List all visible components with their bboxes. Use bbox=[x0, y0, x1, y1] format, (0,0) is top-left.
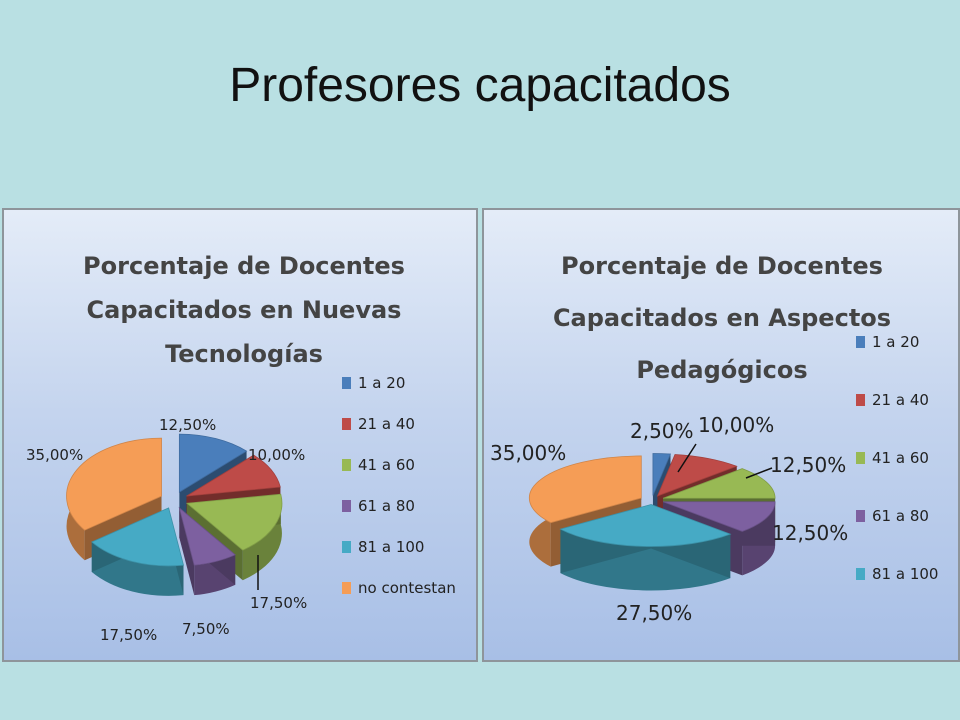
legend-label: 41 a 60 bbox=[872, 449, 929, 467]
pie-group bbox=[528, 453, 776, 591]
pie-slice-2 bbox=[662, 468, 776, 499]
pie-slice-1 bbox=[656, 454, 738, 497]
legend-swatch bbox=[856, 452, 865, 464]
legend-label: 21 a 40 bbox=[872, 391, 929, 409]
legend-swatch bbox=[856, 394, 865, 406]
leader-line bbox=[745, 467, 773, 479]
pie-slice-0 bbox=[652, 453, 672, 496]
pie-slice-3 bbox=[662, 501, 776, 532]
pie-data-label: 7,50% bbox=[182, 620, 230, 638]
chart-title-line: Tecnologías bbox=[165, 340, 323, 368]
pie-slice-4 bbox=[559, 504, 732, 547]
legend-label: 21 a 40 bbox=[358, 415, 415, 433]
pie-slice-wall bbox=[242, 494, 282, 581]
legend-swatch bbox=[342, 541, 351, 553]
pie-data-label: 10,00% bbox=[248, 446, 305, 464]
legend-label: 61 a 80 bbox=[872, 507, 929, 525]
pie-slice-5 bbox=[66, 437, 162, 531]
legend-swatch bbox=[856, 510, 865, 522]
legend-swatch bbox=[342, 418, 351, 430]
chart-panel-aspectos-pedagogicos: Porcentaje de Docentes Capacitados en Asp… bbox=[482, 208, 960, 662]
pie-chart-aspectos-pedagogicos: Porcentaje de Docentes Capacitados en Asp… bbox=[490, 252, 938, 625]
chart-title-line: Porcentaje de Docentes bbox=[561, 252, 883, 280]
legend-swatch bbox=[856, 336, 865, 348]
pie-data-label: 2,50% bbox=[630, 419, 694, 443]
pie-slice-1 bbox=[186, 454, 281, 497]
legend-label: 1 a 20 bbox=[358, 374, 405, 392]
pie-slice-2 bbox=[185, 493, 283, 551]
legend-label: no contestan bbox=[358, 579, 456, 597]
chart-title-line: Pedagógicos bbox=[636, 356, 807, 384]
pie-data-label: 12,50% bbox=[159, 416, 216, 434]
pie-data-label: 10,00% bbox=[698, 413, 774, 437]
pie-slice-3 bbox=[178, 506, 236, 566]
pie-data-label: 35,00% bbox=[26, 446, 83, 464]
pie-slice-wall bbox=[91, 541, 184, 596]
pie-slice-5 bbox=[528, 455, 642, 524]
legend-swatch bbox=[342, 377, 351, 389]
legend-swatch bbox=[342, 459, 351, 471]
pie-data-label: 27,50% bbox=[616, 601, 692, 625]
chart-title-line: Capacitados en Nuevas bbox=[87, 296, 402, 324]
legend-label: 41 a 60 bbox=[358, 456, 415, 474]
pie-data-label: 12,50% bbox=[770, 453, 846, 477]
chart-title-line: Capacitados en Aspectos bbox=[553, 304, 891, 332]
pie-slice-4 bbox=[91, 507, 185, 567]
legend-label: 81 a 100 bbox=[358, 538, 424, 556]
legend-swatch bbox=[856, 568, 865, 580]
pie-data-label: 35,00% bbox=[490, 441, 566, 465]
leader-line bbox=[677, 443, 697, 473]
pie-slice-0 bbox=[178, 433, 248, 493]
pie-chart-nuevas-tecnologias: Porcentaje de Docentes Capacitados en Nue… bbox=[26, 252, 456, 644]
pie-data-label: 17,50% bbox=[100, 626, 157, 644]
legend-swatch bbox=[342, 500, 351, 512]
legend-swatch bbox=[342, 582, 351, 594]
slide-title: Profesores capacitados bbox=[229, 59, 731, 112]
pie-group bbox=[66, 433, 283, 596]
legend-label: 61 a 80 bbox=[358, 497, 415, 515]
legend-label: 81 a 100 bbox=[872, 565, 938, 583]
pie-data-label: 17,50% bbox=[250, 594, 307, 612]
legend-label: 1 a 20 bbox=[872, 333, 919, 351]
chart-panel-nuevas-tecnologias: Porcentaje de Docentes Capacitados en Nue… bbox=[2, 208, 478, 662]
pie-data-label: 12,50% bbox=[772, 521, 848, 545]
chart-title-line: Porcentaje de Docentes bbox=[83, 252, 405, 280]
pie-slice-edge bbox=[179, 507, 195, 596]
